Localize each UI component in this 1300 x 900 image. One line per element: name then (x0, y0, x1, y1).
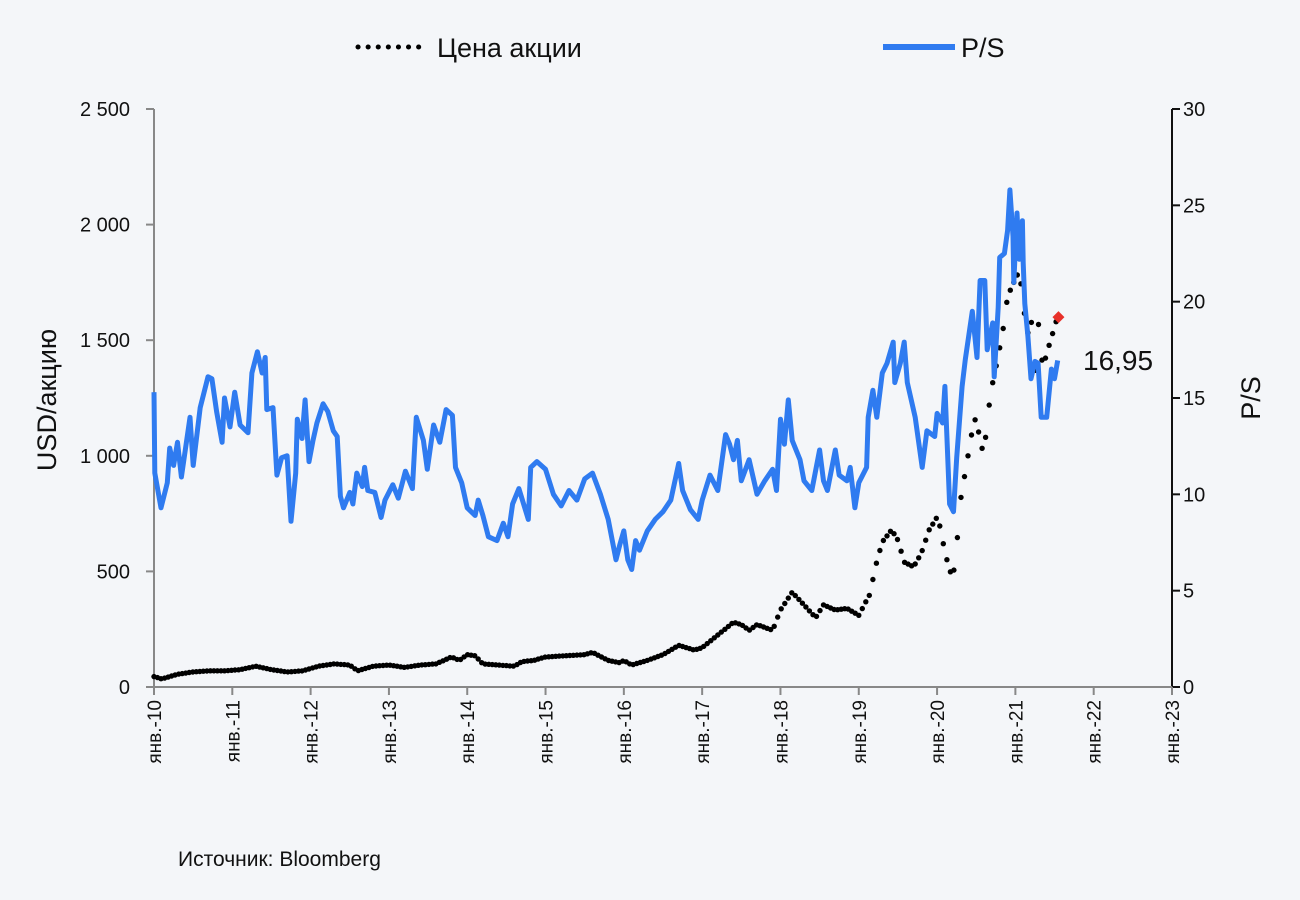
tick-labels: 0 500 1 000 1 500 2 000 2 500 0 5 10 15 20 25 30 янв.… (80, 99, 1205, 764)
x-tick-label: янв.-14 (458, 700, 479, 764)
price-dot (771, 623, 777, 629)
price-dot (912, 561, 918, 567)
price-dot (813, 613, 820, 620)
price-dot (937, 523, 943, 529)
left-tick-label: 0 (119, 677, 130, 699)
price-dot (806, 608, 813, 614)
price-dot (782, 600, 788, 607)
price-dot (958, 494, 964, 501)
price-dot (919, 547, 925, 554)
left-tick-label: 500 (97, 561, 130, 583)
x-tick-label: янв.-21 (1006, 700, 1027, 764)
price-dot (704, 640, 710, 647)
x-tick-label: янв.-16 (615, 700, 636, 764)
price-dot (799, 600, 806, 606)
x-tick-label: янв.-17 (693, 700, 714, 764)
price-dot (898, 548, 904, 554)
price-dot (891, 531, 897, 537)
price-dot (940, 541, 946, 547)
price-series (151, 272, 1059, 682)
price-dot (870, 576, 876, 583)
price-dot (982, 434, 989, 440)
price-dot (954, 534, 961, 541)
price-dot (968, 432, 975, 438)
x-tick-label: янв.-13 (380, 700, 401, 764)
price-dot (1000, 325, 1006, 332)
x-tick-label: янв.-12 (302, 700, 323, 764)
ps-series-line (151, 187, 1061, 572)
price-dot (930, 521, 936, 527)
left-tick-label: 1 500 (80, 330, 130, 352)
price-dot (475, 656, 481, 662)
price-dot (894, 536, 901, 543)
left-tick-label: 2 000 (80, 215, 130, 237)
price-dot (1007, 287, 1013, 293)
price-dot (856, 612, 862, 618)
price-dot (933, 515, 939, 521)
price-dot (873, 560, 880, 566)
price-dot (965, 453, 971, 459)
legend-price-label: Цена акции (437, 33, 582, 63)
price-dot (768, 626, 774, 633)
price-dot (863, 599, 869, 605)
y-axis-left-title: USD/акцию (32, 329, 62, 471)
price-dot (803, 604, 809, 610)
x-tick-label: янв.-20 (928, 700, 949, 764)
price-dot (877, 547, 883, 554)
price-dot (785, 595, 791, 601)
right-tick-label: 15 (1183, 388, 1205, 410)
price-dot (961, 473, 968, 480)
price-dot (859, 605, 865, 612)
x-tick-label: янв.-22 (1085, 700, 1106, 764)
price-dot (972, 417, 978, 423)
right-tick-label: 5 (1183, 581, 1194, 603)
source-note: Источник: Bloomberg (178, 848, 381, 871)
price-dot (1049, 330, 1056, 337)
price-dot (1004, 299, 1010, 305)
price-dot (1035, 321, 1042, 328)
price-dot (778, 606, 784, 612)
legend: Цена акции P/S (355, 33, 1005, 63)
right-tick-label: 25 (1183, 195, 1205, 217)
price-dot (916, 555, 922, 561)
last-price-marker (1052, 311, 1065, 324)
price-dot (926, 527, 932, 533)
price-dot (990, 380, 996, 386)
price-dot (884, 533, 890, 539)
legend-ps-label: P/S (961, 33, 1005, 63)
x-tick-label: янв.-18 (771, 700, 792, 764)
price-dot (880, 537, 887, 544)
left-tick-label: 1 000 (80, 446, 130, 468)
last-value-label: 16,95 (1083, 345, 1153, 376)
price-dot (866, 592, 872, 599)
price-dot (1042, 355, 1049, 361)
price-dot (1028, 319, 1035, 326)
x-tick-label: янв.-10 (145, 700, 166, 764)
price-dot (472, 653, 478, 659)
x-tick-label: янв.-11 (223, 700, 244, 762)
price-dot (975, 429, 982, 435)
left-tick-label: 2 500 (80, 99, 130, 121)
price-dot (951, 567, 957, 573)
price-dot (986, 402, 992, 408)
x-tick-label: янв.-19 (850, 700, 871, 764)
price-dot (979, 445, 985, 451)
price-dot (792, 592, 798, 599)
right-tick-label: 0 (1183, 677, 1194, 699)
y-axis-right-title: P/S (1236, 376, 1266, 420)
price-dot (796, 596, 802, 603)
price-dot (944, 557, 950, 563)
right-tick-label: 10 (1183, 484, 1205, 506)
price-dot (1046, 342, 1052, 348)
right-tick-label: 30 (1183, 99, 1205, 121)
x-tick-label: янв.-15 (537, 700, 558, 764)
x-tick-label: янв.-23 (1163, 700, 1184, 764)
right-tick-label: 20 (1183, 292, 1205, 314)
price-dot (923, 537, 929, 543)
price-dot (817, 607, 823, 614)
price-dot (775, 614, 781, 620)
